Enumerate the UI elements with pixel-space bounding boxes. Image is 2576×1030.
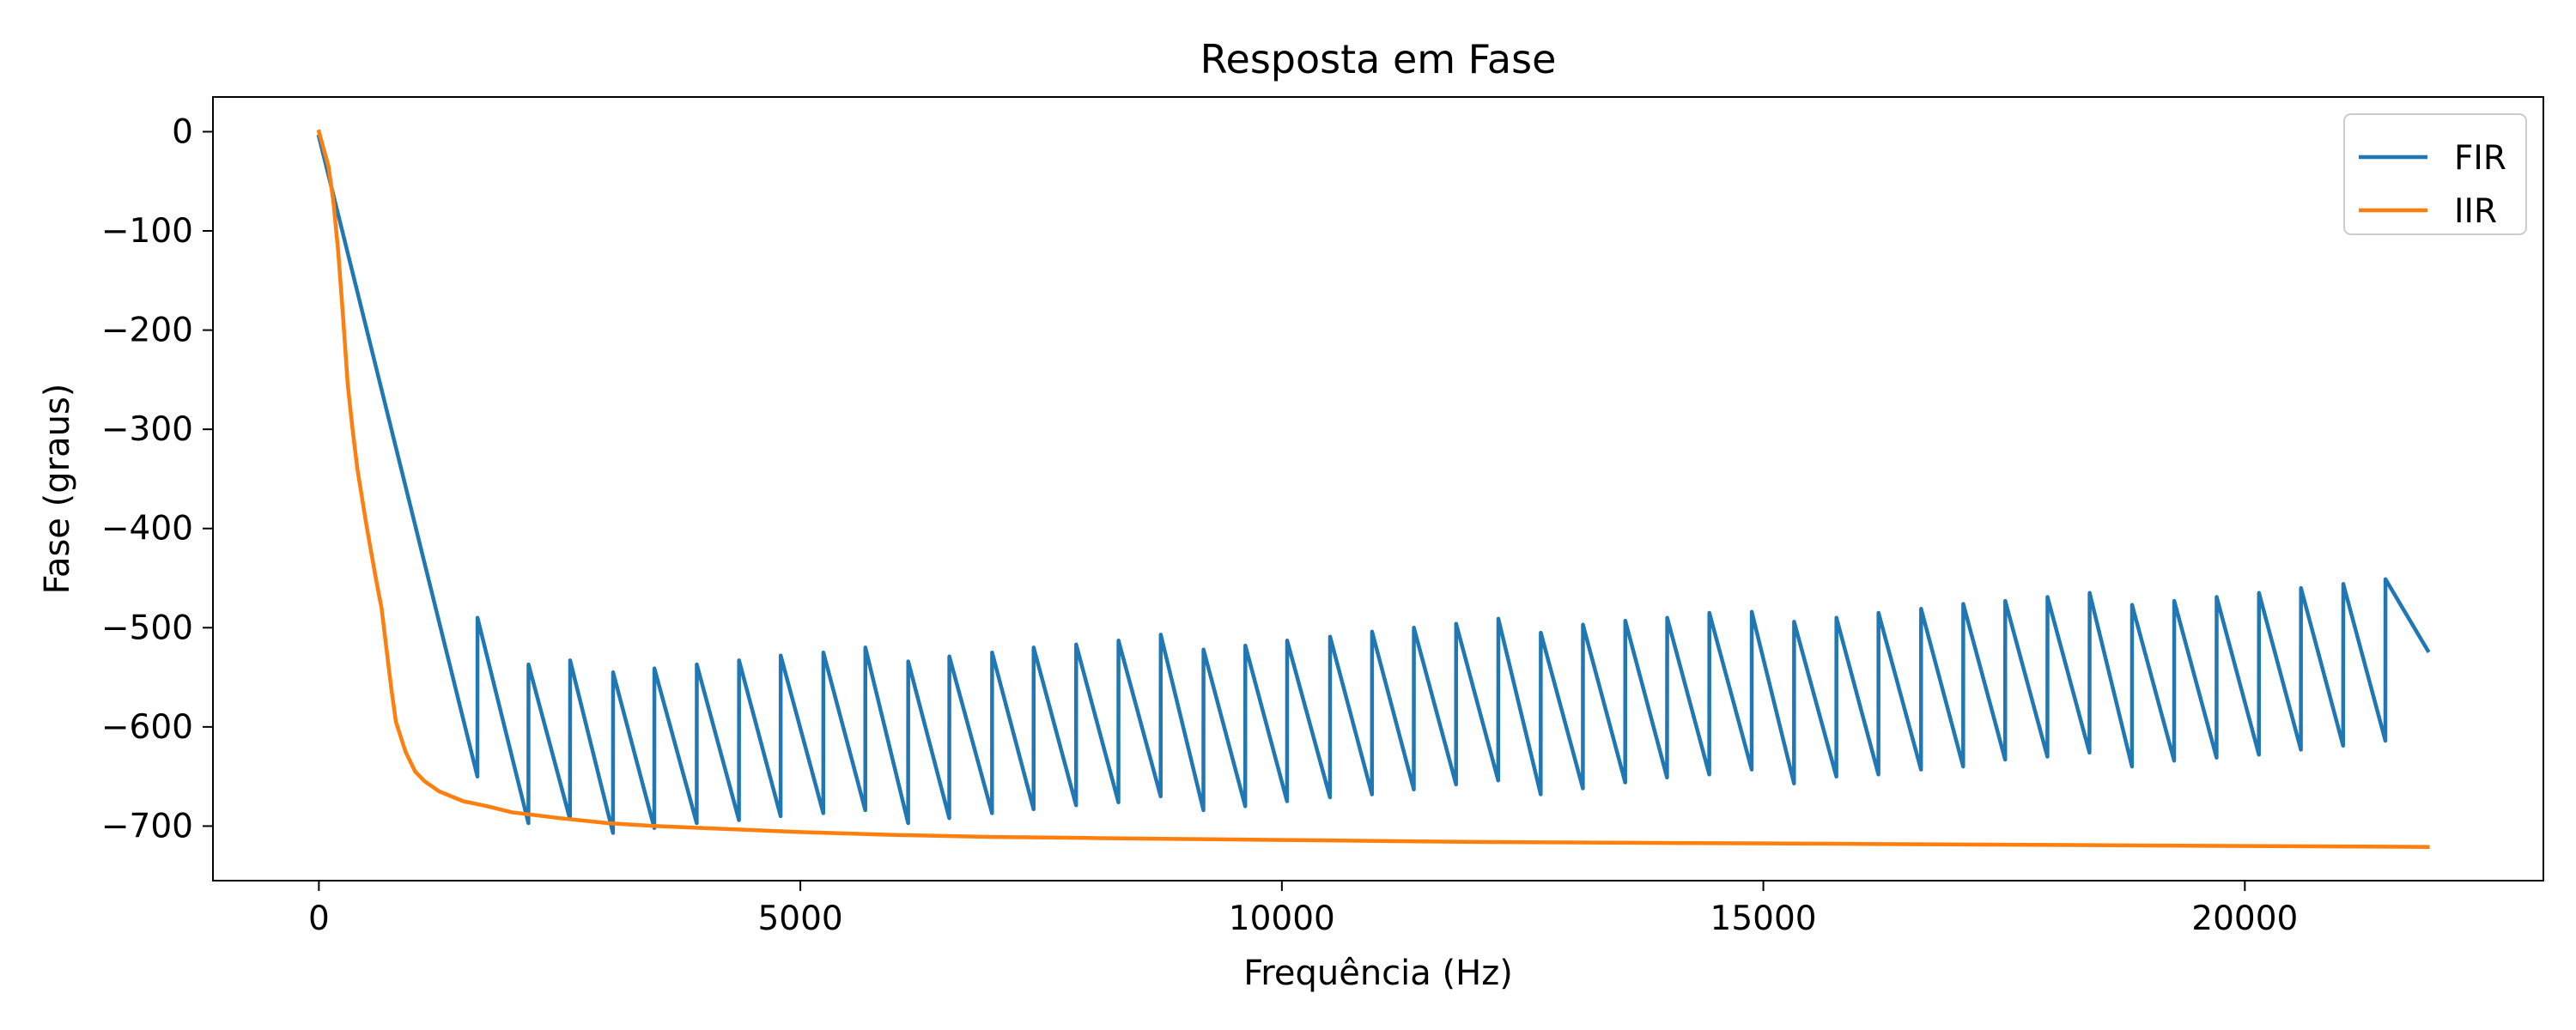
y-axis-title: Fase (graus) [38, 384, 77, 595]
plot-frame [212, 96, 2544, 882]
y-tick-label: −500 [101, 609, 193, 647]
x-tick-label: 5000 [757, 900, 842, 938]
x-tick-label: 10000 [1229, 900, 1335, 938]
series-line-fir [316, 134, 2431, 835]
series-line-iir [316, 129, 2430, 849]
y-tick-label: −600 [101, 708, 193, 747]
axis-ticks: 0 5000 10000 15000 20000 0 −100 −200 −300 −400 −50… [101, 112, 2299, 938]
chart-title: Resposta em Fase [1200, 36, 1557, 82]
x-tick-label: 15000 [1710, 900, 1817, 938]
series-lines [316, 129, 2431, 849]
y-tick-label: −700 [101, 807, 193, 845]
legend-label-iir: IIR [2454, 192, 2497, 231]
legend: FIR IIR [2343, 113, 2527, 235]
y-tick-label: 0 [172, 112, 193, 151]
y-tick-label: −400 [101, 510, 193, 548]
x-axis-title: Frequência (Hz) [1243, 954, 1513, 993]
legend-box [2343, 113, 2527, 235]
x-tick-label: 20000 [2191, 900, 2298, 938]
y-tick-label: −100 [101, 212, 193, 251]
y-tick-label: −300 [101, 410, 193, 449]
legend-label-fir: FIR [2454, 139, 2506, 178]
y-tick-label: −200 [101, 312, 193, 350]
x-tick-label: 0 [308, 900, 330, 938]
plot-area [213, 97, 2543, 881]
